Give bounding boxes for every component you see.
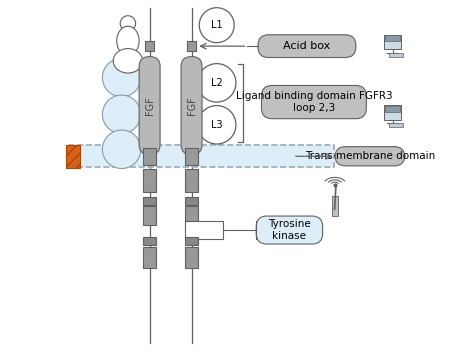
Text: L2: L2	[211, 78, 223, 88]
Bar	[389, 53, 403, 57]
Text: Trans membrane domain: Trans membrane domain	[305, 151, 435, 161]
FancyBboxPatch shape	[335, 147, 405, 166]
Bar	[185, 147, 198, 165]
Text: L1: L1	[211, 20, 222, 30]
Bar	[185, 206, 198, 225]
Ellipse shape	[102, 95, 141, 133]
Bar	[332, 197, 337, 216]
FancyBboxPatch shape	[256, 216, 323, 244]
Bar	[187, 41, 196, 51]
Bar	[185, 170, 198, 192]
Bar	[145, 41, 155, 51]
Text: FGF: FGF	[187, 96, 197, 115]
Text: FGF: FGF	[145, 96, 155, 115]
FancyBboxPatch shape	[262, 86, 366, 119]
Bar	[185, 197, 198, 205]
Ellipse shape	[199, 8, 234, 43]
Bar	[385, 35, 400, 41]
Bar	[143, 147, 156, 165]
FancyBboxPatch shape	[181, 57, 202, 154]
Ellipse shape	[102, 58, 141, 97]
FancyBboxPatch shape	[68, 145, 334, 167]
Ellipse shape	[198, 106, 236, 144]
Bar	[185, 237, 198, 245]
Ellipse shape	[113, 48, 143, 73]
Bar	[143, 247, 156, 268]
Ellipse shape	[198, 64, 236, 102]
FancyBboxPatch shape	[258, 35, 356, 58]
Text: Ligand binding domain FGFR3
loop 2,3: Ligand binding domain FGFR3 loop 2,3	[236, 91, 392, 113]
FancyBboxPatch shape	[384, 105, 401, 120]
Text: L3: L3	[211, 120, 222, 130]
Ellipse shape	[102, 130, 141, 168]
Bar	[185, 221, 223, 239]
Text: Acid box: Acid box	[283, 41, 330, 51]
Bar	[143, 206, 156, 225]
Ellipse shape	[117, 26, 139, 55]
Bar	[143, 197, 156, 205]
Bar	[143, 170, 156, 192]
Bar	[385, 106, 400, 112]
Bar	[185, 247, 198, 268]
Bar	[143, 237, 156, 245]
Text: Tyrosine
kinase: Tyrosine kinase	[268, 219, 311, 241]
Ellipse shape	[120, 16, 136, 31]
Bar	[389, 123, 403, 127]
FancyBboxPatch shape	[384, 35, 401, 49]
Bar	[66, 145, 80, 168]
FancyBboxPatch shape	[139, 57, 160, 154]
